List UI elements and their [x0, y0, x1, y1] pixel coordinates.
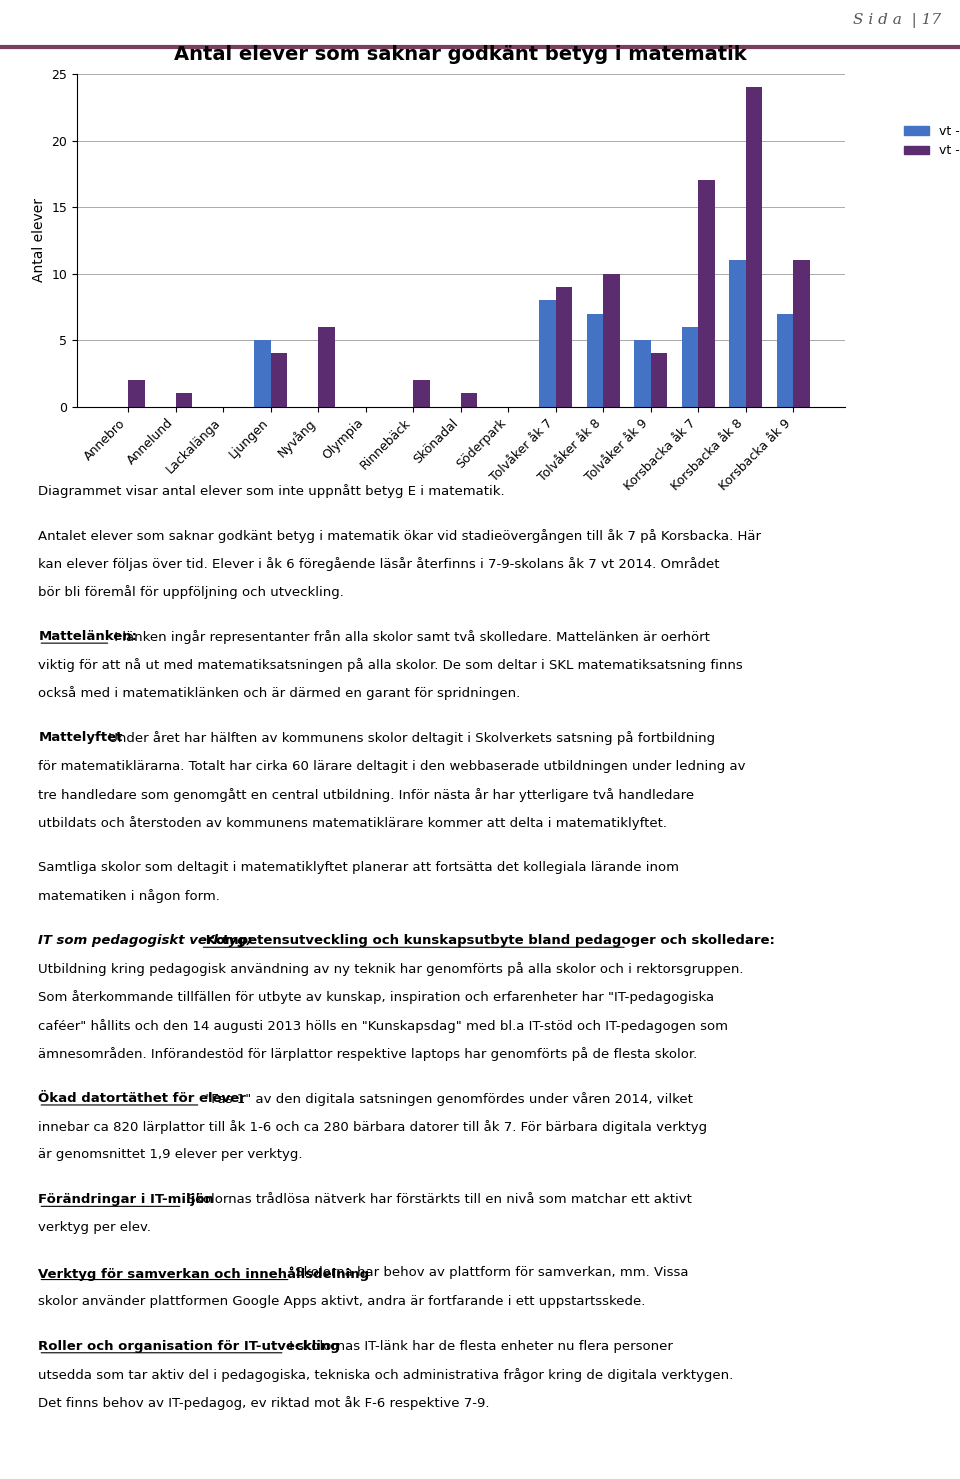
Bar: [777, 314, 793, 407]
Bar: [635, 340, 651, 407]
Bar: [319, 327, 335, 407]
Bar: [129, 380, 145, 407]
Bar: [793, 260, 810, 407]
Text: Kompetensutveckling och kunskapsutbyte bland pedagoger och skolledare:: Kompetensutveckling och kunskapsutbyte b…: [201, 935, 775, 947]
Text: innebar ca 820 lärplattor till åk 1-6 och ca 280 bärbara datorer till åk 7. För : innebar ca 820 lärplattor till åk 1-6 oc…: [38, 1120, 708, 1134]
Y-axis label: Antal elever: Antal elever: [32, 198, 46, 282]
Text: tre handledare som genomgått en central utbildning. Inför nästa år har ytterliga: tre handledare som genomgått en central …: [38, 788, 694, 802]
Text: "Fas 1" av den digitala satsningen genomfördes under våren 2014, vilket: "Fas 1" av den digitala satsningen genom…: [201, 1092, 692, 1106]
Bar: [682, 327, 698, 407]
Text: utsedda som tar aktiv del i pedagogiska, tekniska och administrativa frågor krin: utsedda som tar aktiv del i pedagogiska,…: [38, 1368, 733, 1381]
Bar: [698, 180, 715, 407]
Text: Samtliga skolor som deltagit i matematiklyftet planerar att fortsätta det kolleg: Samtliga skolor som deltagit i matematik…: [38, 861, 680, 874]
Text: Skolorna har behov av plattform för samverkan, mm. Vissa: Skolorna har behov av plattform för samv…: [291, 1266, 688, 1279]
Text: utbildats och återstoden av kommunens matematiklärare kommer att delta i matemat: utbildats och återstoden av kommunens ma…: [38, 816, 667, 830]
Text: Ökad datortäthet för elever: Ökad datortäthet för elever: [38, 1092, 247, 1105]
Text: caféer" hållits och den 14 augusti 2013 hölls en "Kunskapsdag" med bl.a IT-stöd : caféer" hållits och den 14 augusti 2013 …: [38, 1019, 729, 1032]
Bar: [414, 380, 430, 407]
Text: Mattelänken:: Mattelänken:: [38, 630, 137, 643]
Text: ämnesområden. Införandestöd för lärplattor respektive laptops har genomförts på : ämnesområden. Införandestöd för lärplatt…: [38, 1047, 698, 1060]
Text: Under året har hälften av kommunens skolor deltagit i Skolverkets satsning på fo: Under året har hälften av kommunens skol…: [105, 732, 715, 745]
Text: I länken ingår representanter från alla skolor samt två skolledare. Mattelänken : I länken ingår representanter från alla …: [110, 630, 710, 643]
Bar: [540, 300, 556, 407]
Bar: [746, 87, 762, 407]
Text: Skolornas trådlösa nätverk har förstärkts till en nivå som matchar ett aktivt: Skolornas trådlösa nätverk har förstärkt…: [182, 1194, 691, 1207]
Bar: [271, 353, 287, 407]
Bar: [730, 260, 746, 407]
Bar: [176, 393, 192, 407]
Text: skolor använder plattformen Google Apps aktivt, andra är fortfarande i ett uppst: skolor använder plattformen Google Apps …: [38, 1294, 646, 1307]
Text: Roller och organisation för IT-utveckling: Roller och organisation för IT-utvecklin…: [38, 1340, 340, 1353]
Text: bör bli föremål för uppföljning och utveckling.: bör bli föremål för uppföljning och utve…: [38, 586, 345, 599]
Text: för matematiklärarna. Totalt har cirka 60 lärare deltagit i den webbaserade utbi: för matematiklärarna. Totalt har cirka 6…: [38, 760, 746, 772]
Title: Antal elever som saknar godkänt betyg i matematik: Antal elever som saknar godkänt betyg i …: [175, 44, 747, 64]
Text: Verktyg för samverkan och innehållsdelning: Verktyg för samverkan och innehållsdelni…: [38, 1266, 370, 1281]
Text: kan elever följas över tid. Elever i åk 6 föregående läsår återfinns i 7-9-skola: kan elever följas över tid. Elever i åk …: [38, 558, 720, 571]
Bar: [603, 274, 620, 407]
Legend: vt - 13, vt - 14: vt - 13, vt - 14: [899, 120, 960, 163]
Bar: [556, 287, 572, 407]
Text: Diagrammet visar antal elever som inte uppnått betyg E i matematik.: Diagrammet visar antal elever som inte u…: [38, 484, 505, 497]
Text: Utbildning kring pedagogisk användning av ny teknik har genomförts på alla skolo: Utbildning kring pedagogisk användning a…: [38, 963, 744, 976]
Text: också med i matematiklänken och är därmed en garant för spridningen.: också med i matematiklänken och är därme…: [38, 686, 520, 701]
Text: matematiken i någon form.: matematiken i någon form.: [38, 889, 220, 904]
Bar: [587, 314, 603, 407]
Text: Mattelyftet: Mattelyftet: [38, 732, 123, 744]
Text: Antalet elever som saknar godkänt betyg i matematik ökar vid stadieövergången ti: Antalet elever som saknar godkänt betyg …: [38, 528, 761, 543]
Text: viktig för att nå ut med matematiksatsningen på alla skolor. De som deltar i SKL: viktig för att nå ut med matematiksatsni…: [38, 658, 743, 671]
Bar: [651, 353, 667, 407]
Text: Som återkommande tillfällen för utbyte av kunskap, inspiration och erfarenheter : Som återkommande tillfällen för utbyte a…: [38, 991, 714, 1004]
Bar: [254, 340, 271, 407]
Text: IT som pedagogiskt verktyg;: IT som pedagogiskt verktyg;: [38, 935, 252, 947]
Text: I skolornas IT-länk har de flesta enheter nu flera personer: I skolornas IT-länk har de flesta enhete…: [284, 1340, 673, 1353]
Text: Det finns behov av IT-pedagog, ev riktad mot åk F-6 respektive 7-9.: Det finns behov av IT-pedagog, ev riktad…: [38, 1396, 490, 1409]
Text: är genomsnittet 1,9 elever per verktyg.: är genomsnittet 1,9 elever per verktyg.: [38, 1148, 303, 1161]
Text: verktyg per elev.: verktyg per elev.: [38, 1222, 152, 1235]
Bar: [461, 393, 477, 407]
Text: Förändringar i IT-miljön: Förändringar i IT-miljön: [38, 1194, 214, 1207]
Text: S i d a  | 17: S i d a | 17: [852, 13, 941, 28]
